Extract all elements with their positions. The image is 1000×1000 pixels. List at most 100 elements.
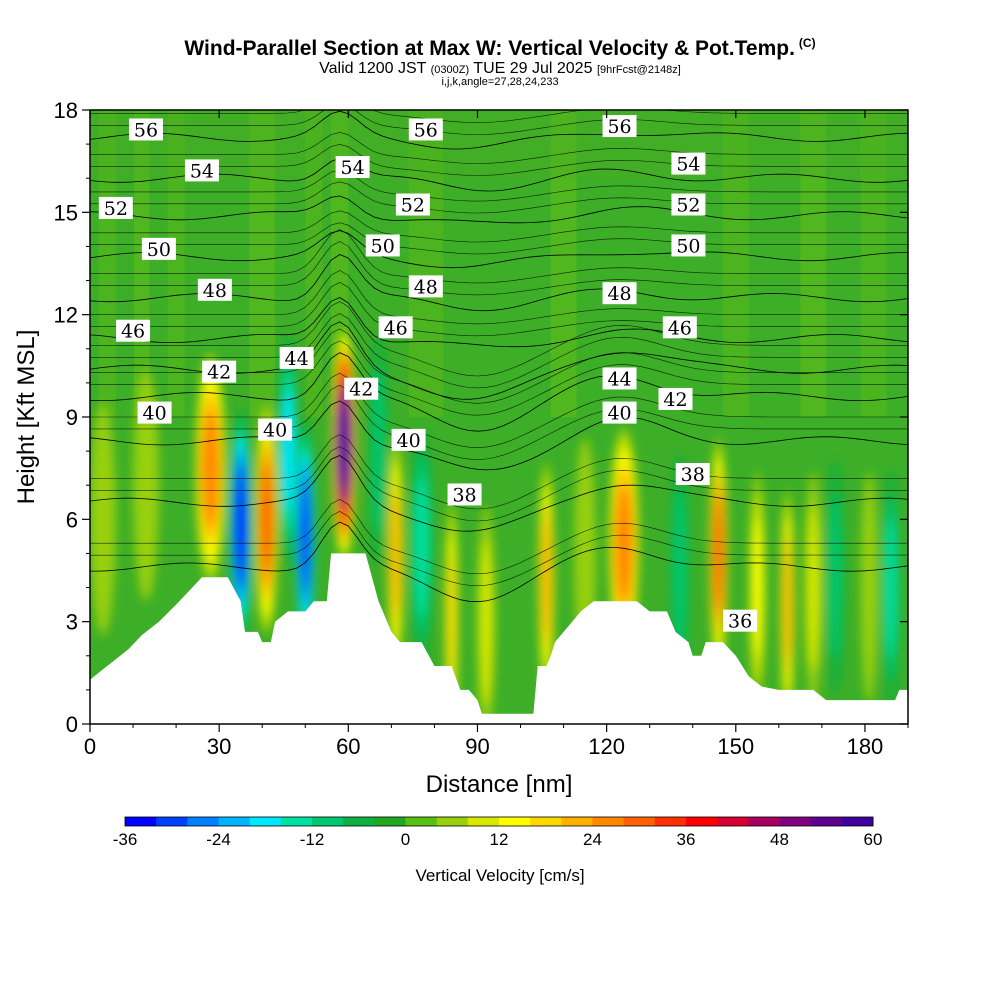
theta-label-text: 52 (104, 198, 128, 220)
colorbar-label: Vertical Velocity [cm/s] (415, 866, 584, 885)
theta-label-text: 36 (728, 611, 752, 633)
theta-contour (90, 110, 908, 150)
theta-contour (90, 455, 908, 532)
theta-label-box (141, 237, 176, 260)
subtitle-valid: Valid 1200 JST (319, 60, 427, 77)
theta-label: 42 (202, 360, 237, 384)
velocity-cell (90, 403, 116, 636)
y-tick-label: 9 (66, 405, 78, 430)
theta-label-text: 46 (121, 321, 145, 343)
theta-contour-minor (90, 372, 908, 448)
y-tick-label: 15 (54, 200, 78, 225)
colorbar-swatch (686, 817, 718, 826)
theta-label: 54 (184, 159, 219, 182)
colorbar-swatch (717, 817, 749, 826)
theta-label-text: 56 (134, 119, 158, 141)
velocity-cell (885, 517, 897, 658)
colorbar-swatch (467, 817, 500, 826)
theta-label: 42 (344, 377, 379, 401)
theta-label-box (447, 483, 482, 506)
x-tick-label: 90 (465, 734, 489, 759)
theta-label-text: 42 (349, 379, 373, 401)
theta-label-box (391, 428, 426, 451)
theta-label: 38 (447, 483, 482, 506)
theta-contour-minor (90, 169, 908, 202)
theta-label-text: 52 (676, 195, 700, 217)
theta-contour-minor (90, 222, 908, 255)
theta-contour-minor (90, 110, 908, 123)
y-tick-label: 0 (66, 712, 78, 737)
theta-label: 40 (391, 428, 426, 452)
theta-label-text: 56 (414, 119, 438, 141)
theta-contour (90, 157, 908, 192)
x-tick-label: 60 (336, 734, 360, 759)
theta-label-box (602, 282, 637, 305)
colorbar-swatch (343, 817, 375, 826)
theta-label-text: 50 (676, 235, 700, 257)
colorbar-tick-label: -36 (113, 830, 138, 849)
theta-label: 48 (197, 278, 232, 302)
theta-contour (90, 400, 908, 471)
subtitle-date: TUE 29 Jul 2025 (473, 60, 593, 77)
theta-contour-minor (90, 143, 908, 176)
band-upper (305, 110, 323, 417)
band-upper (249, 110, 276, 417)
velocity-cell (783, 545, 792, 664)
theta-contour-minor (90, 210, 908, 243)
theta-label-box (279, 347, 314, 370)
theta-label-text: 44 (607, 368, 631, 390)
theta-label-box (602, 401, 637, 424)
theta-label: 40 (137, 401, 172, 425)
theta-label: 56 (602, 115, 637, 138)
colorbar-tick-label: 48 (770, 830, 789, 849)
velocity-cell (371, 367, 386, 535)
x-tick-label: 180 (847, 734, 884, 759)
theta-contour-minor (90, 282, 908, 337)
theta-label: 54 (335, 155, 370, 179)
colorbar-swatch (280, 817, 313, 826)
colorbar-swatch (592, 817, 625, 826)
colorbar-swatch (499, 817, 531, 826)
theta-label-text: 40 (396, 430, 420, 452)
theta-label-text: 40 (142, 403, 166, 425)
velocity-cell (337, 396, 351, 492)
theta-label-box (258, 418, 293, 441)
colorbar-swatch (436, 817, 469, 826)
theta-label-text: 38 (452, 484, 476, 506)
velocity-cell (615, 487, 633, 600)
colorbar-swatch (405, 817, 438, 826)
theta-label-box (395, 193, 430, 216)
theta-contour-minor (90, 434, 908, 510)
theta-label: 52 (395, 193, 430, 217)
theta-contour-minor (90, 313, 908, 389)
x-axis: 0 30 60 90 120 150 180 (84, 110, 909, 759)
theta-contour-minor (90, 181, 908, 214)
theta-label: 38 (675, 462, 710, 486)
band-upper (167, 110, 185, 417)
theta-label: 46 (116, 319, 151, 343)
theta-label-text: 40 (263, 420, 287, 442)
colorbar-swatch (623, 817, 656, 826)
colorbar-tick-label: 0 (401, 830, 410, 849)
theta-contour-minor (90, 131, 908, 164)
velocity-cell (752, 517, 763, 658)
theta-label-box (202, 360, 237, 383)
velocity-cell (260, 465, 273, 574)
colorbar-swatch (125, 817, 157, 826)
theta-label-box (602, 367, 637, 390)
theta-label: 44 (602, 367, 637, 390)
theta-label-box (116, 319, 151, 342)
colorbar-swatch (187, 817, 219, 826)
colorbar-swatch (561, 817, 593, 826)
colorbar-swatch (312, 817, 344, 826)
theta-label-box (662, 316, 697, 339)
y-tick-label: 12 (54, 303, 78, 328)
theta-label-box (671, 234, 706, 257)
colorbar-swatch (218, 817, 251, 826)
theta-label-box (658, 387, 693, 410)
contour-labels: 56 56 56 54 54 54 52 52 52 50 50 50 48 48 48 46 46 46 44 44… (98, 115, 758, 633)
theta-label: 52 (671, 193, 706, 217)
theta-contour (90, 230, 908, 269)
velocity-cell (447, 551, 456, 679)
